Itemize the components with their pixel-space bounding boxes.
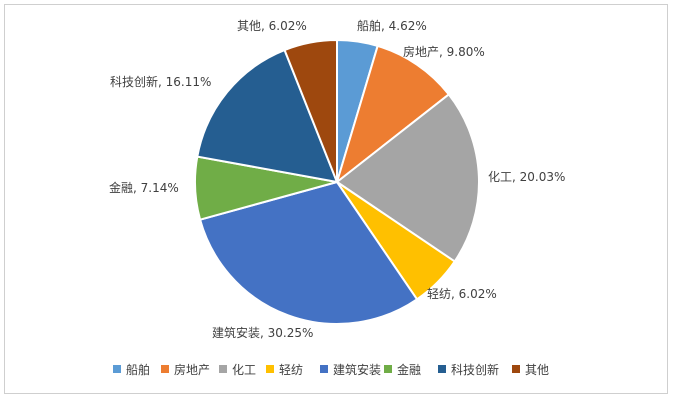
legend: 船舶 房地产 化工 轻纺 建筑安装 金融 科技创新 其他 bbox=[113, 362, 549, 377]
slice-label-8: 其他, 6.02% bbox=[237, 19, 307, 33]
slice-label-3: 化工, 20.03% bbox=[488, 170, 565, 184]
slice-label-5: 建筑安装, 30.25% bbox=[212, 325, 313, 340]
pie-slice-3 bbox=[335, 93, 480, 263]
slice-label-4: 轻纺, 6.02% bbox=[427, 287, 497, 301]
slice-label-6: 金融, 7.14% bbox=[109, 180, 179, 195]
legend-label-4: 轻纺 bbox=[279, 363, 303, 377]
legend-label-7: 科技创新 bbox=[451, 362, 499, 377]
legend-swatch-7 bbox=[438, 365, 446, 373]
legend-swatch-1 bbox=[113, 365, 121, 373]
legend-swatch-3 bbox=[219, 365, 227, 373]
legend-swatch-8 bbox=[512, 365, 520, 373]
legend-swatch-2 bbox=[161, 365, 169, 373]
legend-label-5: 建筑安装 bbox=[333, 362, 381, 377]
legend-label-1: 船舶 bbox=[126, 362, 150, 377]
legend-swatch-6 bbox=[384, 365, 392, 373]
pie-slice-8 bbox=[283, 38, 338, 183]
pie-slice-5 bbox=[198, 180, 419, 325]
legend-label-2: 房地产 bbox=[174, 362, 210, 377]
pie-slice-7 bbox=[196, 48, 339, 184]
pie-slices bbox=[194, 38, 480, 325]
legend-swatch-5 bbox=[320, 365, 328, 373]
slice-labels: 船舶, 4.62% 房地产, 9.80% 化工, 20.03% 轻纺, 6.02% 建筑… bbox=[109, 18, 565, 340]
slice-label-7: 科技创新, 16.11% bbox=[110, 74, 211, 89]
legend-label-3: 化工 bbox=[232, 363, 256, 377]
legend-label-8: 其他 bbox=[525, 363, 549, 377]
slice-label-2: 房地产, 9.80% bbox=[403, 44, 485, 59]
slice-label-1: 船舶, 4.62% bbox=[357, 18, 427, 33]
legend-label-6: 金融 bbox=[397, 362, 421, 377]
legend-swatch-4 bbox=[266, 365, 274, 373]
pie-slice-2 bbox=[335, 44, 451, 185]
